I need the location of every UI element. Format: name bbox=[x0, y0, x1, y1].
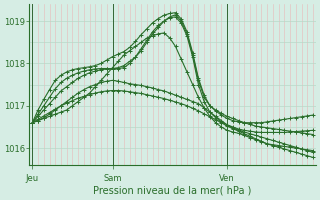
X-axis label: Pression niveau de la mer( hPa ): Pression niveau de la mer( hPa ) bbox=[93, 186, 252, 196]
